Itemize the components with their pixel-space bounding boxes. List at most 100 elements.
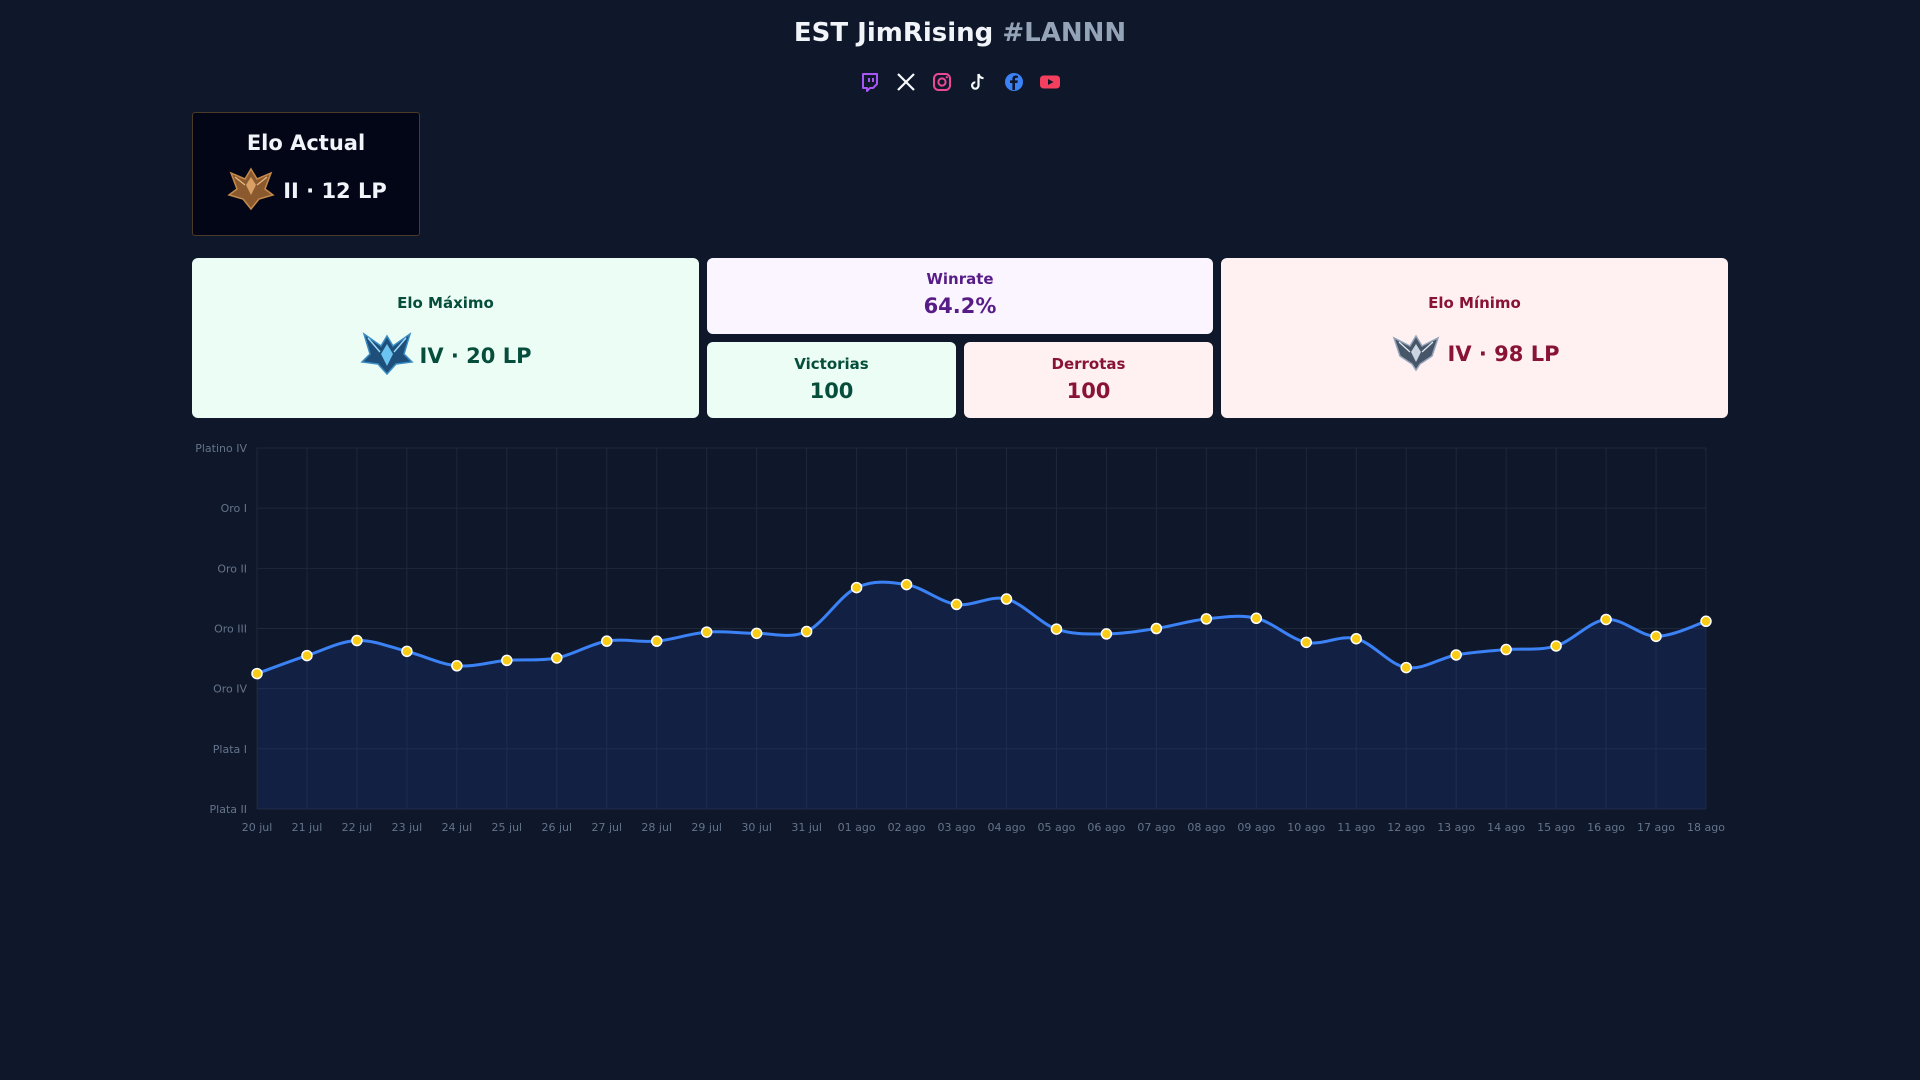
data-point[interactable] (1600, 613, 1612, 626)
x-tick-label: 22 jul (342, 821, 373, 834)
x-tick-label: 12 ago (1387, 821, 1425, 834)
data-point[interactable] (650, 635, 663, 647)
elo-min-label: Elo Mínimo (1428, 294, 1521, 312)
data-point[interactable] (551, 652, 563, 664)
data-point[interactable] (1650, 630, 1662, 643)
data-point[interactable] (601, 635, 613, 647)
y-tick-label: Platino IV (195, 442, 247, 455)
data-point[interactable] (1250, 612, 1263, 625)
diamond-emblem-icon (359, 330, 414, 381)
losses-label: Derrotas (1051, 355, 1126, 373)
y-axis-labels: Platino IV Oro I Oro II Oro III Oro IV Plata … (195, 442, 247, 816)
data-point[interactable] (251, 667, 263, 680)
data-point[interactable] (451, 660, 463, 672)
data-point[interactable] (1700, 615, 1712, 628)
x-tick-label: 20 jul (242, 821, 273, 834)
x-tick-label: 06 ago (1087, 821, 1125, 834)
data-point[interactable] (900, 578, 913, 591)
elo-max-value: IV · 20 LP (419, 343, 532, 368)
x-tick-label: 09 ago (1237, 821, 1275, 834)
summoner-tag: #LANNN (1002, 18, 1127, 48)
x-tick-label: 25 jul (492, 821, 523, 834)
winrate-card: Winrate 64.2% (707, 258, 1213, 334)
x-tick-label: 16 ago (1587, 821, 1625, 834)
y-tick-label: Oro III (214, 623, 247, 636)
x-tick-label: 31 jul (791, 821, 822, 834)
x-tick-label: 21 jul (292, 821, 323, 834)
data-point[interactable] (750, 627, 763, 640)
data-point[interactable] (1450, 649, 1462, 661)
data-point[interactable] (301, 649, 313, 662)
wins-label: Victorias (794, 355, 869, 373)
x-tick-label: 15 ago (1537, 821, 1575, 834)
x-tick-label: 18 ago (1687, 821, 1725, 834)
x-tick-label: 29 jul (691, 821, 722, 834)
x-tick-label: 04 ago (988, 821, 1026, 834)
x-tick-label: 13 ago (1437, 821, 1475, 834)
data-point[interactable] (351, 634, 363, 647)
winrate-value: 64.2% (923, 294, 997, 318)
data-point[interactable] (800, 625, 813, 638)
x-tick-label: 17 ago (1637, 821, 1675, 834)
x-tick-label: 23 jul (392, 821, 423, 834)
youtube-icon[interactable] (1038, 70, 1062, 94)
data-point[interactable] (1500, 643, 1512, 656)
twitch-icon[interactable] (858, 70, 882, 94)
data-point[interactable] (950, 598, 963, 611)
elo-max-label: Elo Máximo (397, 294, 494, 312)
x-tick-label: 08 ago (1187, 821, 1225, 834)
page-title: EST JimRising #LANNN (0, 18, 1920, 48)
facebook-icon[interactable] (1002, 70, 1026, 94)
x-tick-label: 11 ago (1337, 821, 1375, 834)
instagram-icon[interactable] (930, 70, 954, 94)
x-tick-label: 24 jul (442, 821, 473, 834)
chart-grid (256, 447, 1707, 810)
elo-actual-value: II · 12 LP (283, 178, 387, 203)
x-tick-label: 26 jul (542, 821, 573, 834)
x-tick-label: 27 jul (591, 821, 622, 834)
summoner-name: EST JimRising (793, 18, 994, 48)
elo-actual-title: Elo Actual (246, 131, 366, 155)
data-point[interactable] (401, 645, 413, 658)
data-point[interactable] (1050, 623, 1063, 635)
data-point[interactable] (1100, 628, 1113, 640)
x-tick-label: 30 jul (741, 821, 772, 834)
chart-points (251, 578, 1712, 680)
x-tick-label: 10 ago (1287, 821, 1325, 834)
x-tick-label: 07 ago (1137, 821, 1175, 834)
data-point[interactable] (1400, 661, 1412, 674)
losses-value: 100 (1066, 379, 1111, 403)
silver-emblem-icon (1390, 330, 1442, 377)
y-tick-label: Plata II (210, 803, 247, 816)
elo-max-card: Elo Máximo IV · 20 LP (192, 258, 699, 418)
x-icon[interactable] (894, 70, 918, 94)
x-tick-label: 03 ago (938, 821, 976, 834)
x-tick-label: 05 ago (1037, 821, 1075, 834)
data-point[interactable] (700, 626, 713, 638)
winrate-label: Winrate (926, 270, 994, 288)
elo-actual-card: Elo Actual II · 12 LP (192, 112, 420, 236)
data-point[interactable] (1300, 636, 1313, 649)
elo-min-value: IV · 98 LP (1447, 341, 1560, 366)
data-point[interactable] (1150, 622, 1163, 635)
elo-min-card: Elo Mínimo IV · 98 LP (1221, 258, 1728, 418)
x-tick-label: 14 ago (1487, 821, 1525, 834)
x-tick-label: 02 ago (888, 821, 926, 834)
y-tick-label: Plata I (213, 743, 247, 756)
wins-card: Victorias 100 (707, 342, 956, 418)
data-point[interactable] (1550, 640, 1562, 652)
data-point[interactable] (1000, 593, 1013, 605)
data-point[interactable] (501, 654, 513, 667)
data-point[interactable] (1350, 632, 1362, 645)
tiktok-icon[interactable] (966, 70, 990, 94)
losses-card: Derrotas 100 (964, 342, 1213, 418)
x-axis-labels: 20 jul 21 jul 22 jul 23 jul 24 jul 25 jul 26 j… (242, 821, 1726, 834)
bronze-emblem-icon (225, 165, 277, 216)
y-tick-label: Oro II (217, 562, 247, 575)
data-point[interactable] (850, 581, 863, 594)
elo-area (257, 582, 1706, 809)
data-point[interactable] (1200, 613, 1213, 625)
wins-value: 100 (809, 379, 854, 403)
x-tick-label: 28 jul (641, 821, 672, 834)
